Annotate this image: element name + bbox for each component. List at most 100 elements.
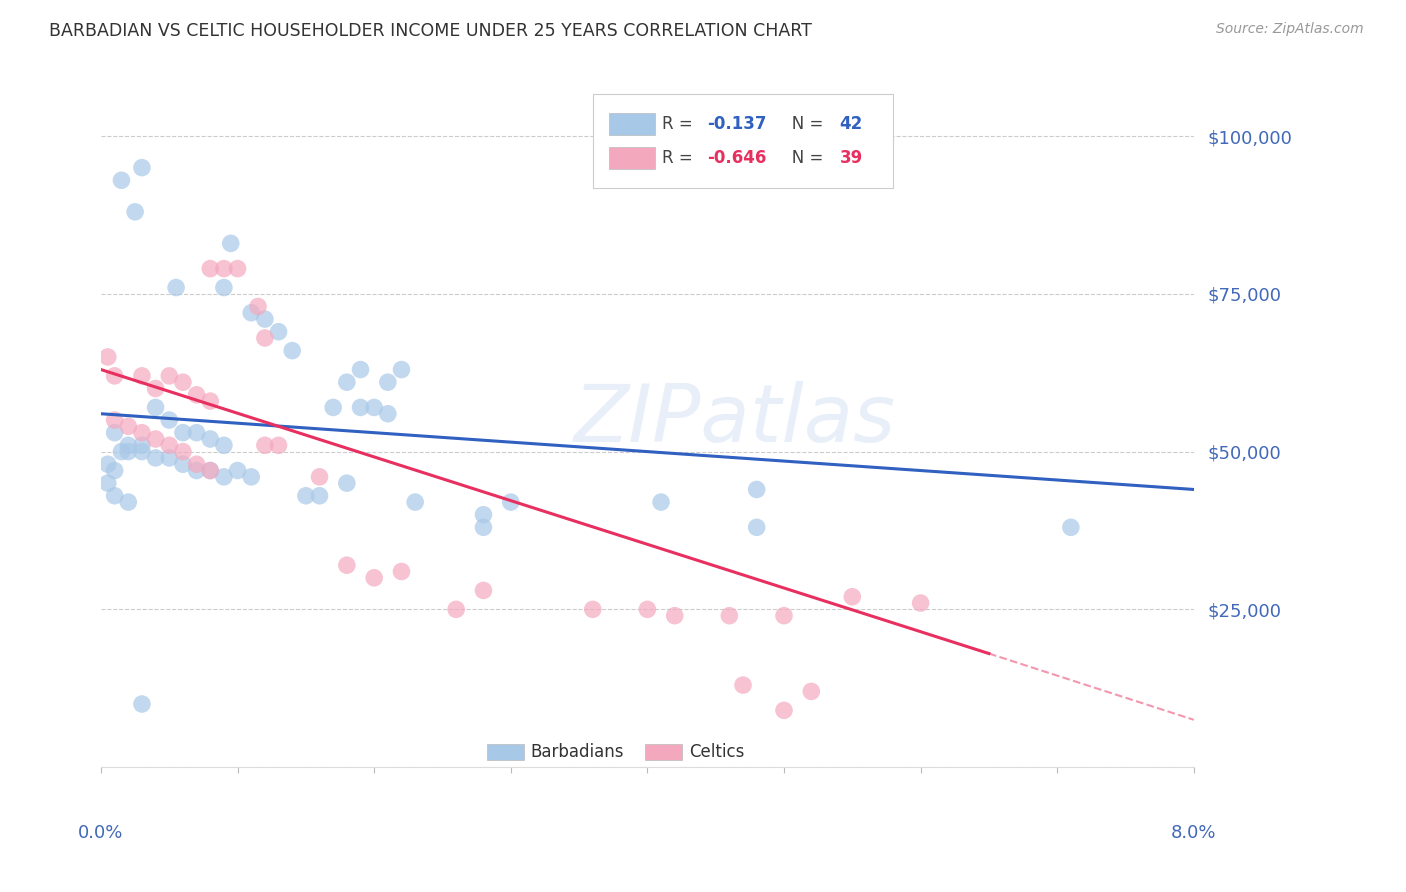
Point bbox=[110, 444, 132, 458]
Point bbox=[281, 343, 304, 358]
Point bbox=[145, 432, 167, 446]
Point bbox=[322, 401, 344, 415]
Point bbox=[219, 236, 242, 251]
Point bbox=[172, 444, 194, 458]
Point bbox=[650, 495, 672, 509]
Text: Celtics: Celtics bbox=[689, 743, 744, 761]
Point bbox=[200, 394, 222, 409]
Point bbox=[157, 413, 180, 427]
Point bbox=[131, 425, 153, 440]
Text: Source: ZipAtlas.com: Source: ZipAtlas.com bbox=[1216, 22, 1364, 37]
Point bbox=[336, 558, 359, 573]
Point bbox=[472, 508, 495, 522]
FancyBboxPatch shape bbox=[593, 94, 893, 187]
Point bbox=[110, 173, 132, 187]
Point bbox=[200, 464, 222, 478]
Point bbox=[97, 350, 120, 364]
Point bbox=[212, 470, 235, 484]
Point bbox=[267, 325, 290, 339]
Point bbox=[745, 520, 768, 534]
Point bbox=[247, 300, 270, 314]
Text: R =: R = bbox=[662, 115, 697, 133]
Point bbox=[186, 425, 208, 440]
Point bbox=[97, 457, 120, 471]
Point bbox=[212, 438, 235, 452]
Text: -0.646: -0.646 bbox=[707, 149, 766, 168]
Point bbox=[240, 306, 263, 320]
Point bbox=[104, 489, 127, 503]
Point bbox=[117, 495, 139, 509]
Point bbox=[308, 489, 330, 503]
Text: 0.0%: 0.0% bbox=[79, 824, 124, 842]
Point bbox=[145, 401, 167, 415]
Point bbox=[200, 261, 222, 276]
FancyBboxPatch shape bbox=[609, 147, 655, 169]
Point bbox=[841, 590, 863, 604]
Point bbox=[363, 571, 385, 585]
Point bbox=[104, 464, 127, 478]
Point bbox=[267, 438, 290, 452]
Point bbox=[404, 495, 426, 509]
Point bbox=[253, 312, 276, 326]
Point bbox=[172, 375, 194, 389]
Point bbox=[745, 483, 768, 497]
Point bbox=[377, 407, 399, 421]
Point bbox=[773, 608, 796, 623]
Text: Barbadians: Barbadians bbox=[530, 743, 624, 761]
FancyBboxPatch shape bbox=[486, 744, 524, 760]
Point bbox=[773, 703, 796, 717]
Point bbox=[104, 368, 127, 383]
Point bbox=[131, 438, 153, 452]
Point bbox=[186, 457, 208, 471]
Point bbox=[131, 444, 153, 458]
Point bbox=[295, 489, 318, 503]
Point bbox=[336, 375, 359, 389]
Text: 8.0%: 8.0% bbox=[1171, 824, 1216, 842]
Text: 39: 39 bbox=[839, 149, 863, 168]
Point bbox=[145, 382, 167, 396]
Point bbox=[226, 464, 249, 478]
Point bbox=[117, 438, 139, 452]
Point bbox=[240, 470, 263, 484]
Text: ZIPatlas: ZIPatlas bbox=[574, 381, 896, 459]
Point bbox=[165, 280, 187, 294]
Text: 42: 42 bbox=[839, 115, 863, 133]
Text: R =: R = bbox=[662, 149, 697, 168]
Point bbox=[910, 596, 932, 610]
Point bbox=[104, 425, 127, 440]
Point bbox=[172, 457, 194, 471]
Point bbox=[97, 476, 120, 491]
Point bbox=[582, 602, 605, 616]
Point bbox=[212, 261, 235, 276]
Point bbox=[1060, 520, 1083, 534]
Point bbox=[131, 161, 153, 175]
Point bbox=[124, 204, 146, 219]
Point bbox=[718, 608, 741, 623]
Point bbox=[499, 495, 522, 509]
Point bbox=[157, 450, 180, 465]
Point bbox=[363, 401, 385, 415]
Point bbox=[145, 450, 167, 465]
Point bbox=[186, 464, 208, 478]
Text: N =: N = bbox=[776, 149, 830, 168]
Point bbox=[157, 368, 180, 383]
Point bbox=[253, 438, 276, 452]
Point bbox=[253, 331, 276, 345]
Point bbox=[472, 520, 495, 534]
Point bbox=[200, 464, 222, 478]
FancyBboxPatch shape bbox=[609, 112, 655, 135]
Point bbox=[800, 684, 823, 698]
Point bbox=[157, 438, 180, 452]
Point bbox=[117, 444, 139, 458]
Point bbox=[226, 261, 249, 276]
Point bbox=[391, 565, 413, 579]
Point bbox=[472, 583, 495, 598]
Point bbox=[308, 470, 330, 484]
Point bbox=[200, 432, 222, 446]
Point bbox=[104, 413, 127, 427]
Text: -0.137: -0.137 bbox=[707, 115, 768, 133]
Point bbox=[444, 602, 467, 616]
Point bbox=[336, 476, 359, 491]
Point bbox=[131, 368, 153, 383]
Point bbox=[131, 697, 153, 711]
